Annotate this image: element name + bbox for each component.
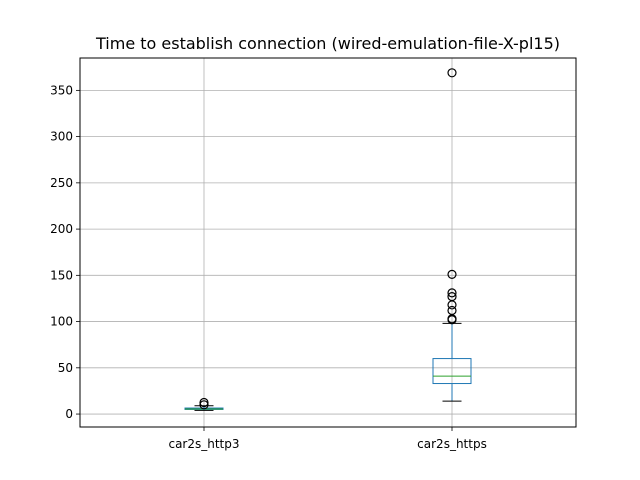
y-tick-label: 300 [50,130,73,144]
outlier-point [447,68,457,78]
outlier-point [447,269,457,280]
outlier-point [199,400,209,410]
y-tick-label: 350 [50,83,73,97]
outlier-point [447,305,457,316]
y-tick-label: 100 [50,315,73,329]
grid-layer [80,58,576,427]
iqr-box [432,358,472,385]
outlier-point [199,397,209,408]
box-car2s_https [432,68,472,402]
y-tick-label: 50 [58,361,73,375]
plot-frame [79,57,577,428]
axis-layer: 0 50 100 150 200 250 300 350 car2s_http3 car2s_ht… [50,83,487,451]
box-layer [184,68,472,411]
y-tick-label: 150 [50,268,73,282]
y-tick-label: 250 [50,176,73,190]
y-tick-label: 0 [65,407,73,421]
y-tick-label: 200 [50,222,73,236]
x-tick-label: car2s_https [417,437,487,451]
outlier-point [447,288,457,298]
x-tick-label: car2s_http3 [168,437,239,451]
box-car2s_http3 [184,397,224,411]
chart-title: Time to establish connection (wired-emul… [95,34,560,53]
outlier-point [447,292,457,302]
